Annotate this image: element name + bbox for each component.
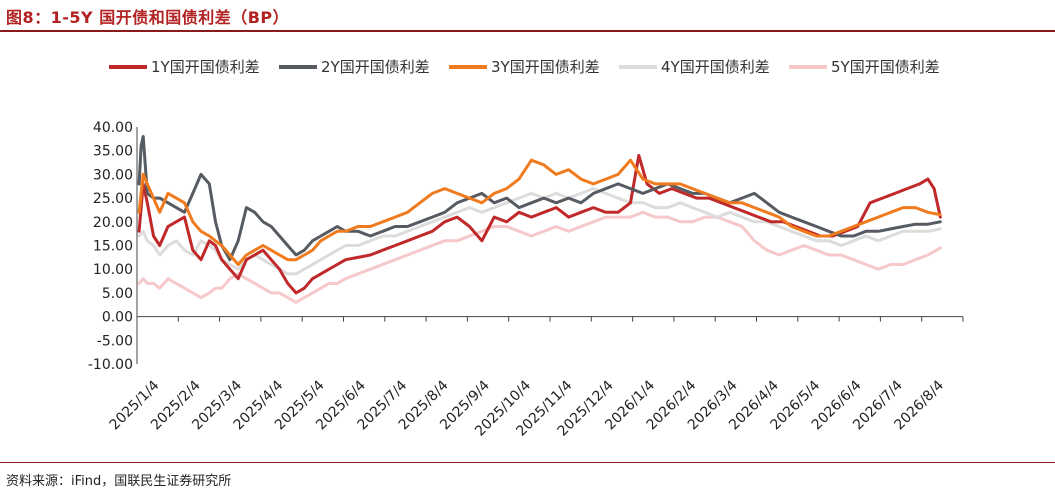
legend-item-1y: 1Y国开国债利差 xyxy=(109,58,260,76)
y-tick-label: 0.00 xyxy=(102,310,133,326)
y-tick-label: 10.00 xyxy=(93,262,133,278)
y-tick-label: 20.00 xyxy=(93,215,133,231)
source-note: 资料来源：iFind，国联民生证券研究所 xyxy=(6,474,232,489)
x-axis: 2025/1/42025/2/42025/3/42025/4/42025/5/4… xyxy=(107,316,964,440)
series-line-3y xyxy=(137,158,942,266)
legend-label: 2Y国开国债利差 xyxy=(321,58,430,76)
y-tick-label: 40.00 xyxy=(93,120,133,136)
footer-rule xyxy=(0,462,1055,463)
legend-label: 3Y国开国债利差 xyxy=(491,58,600,76)
series-line-1y xyxy=(137,153,942,295)
legend-item-3y: 3Y国开国债利差 xyxy=(449,58,600,76)
y-tick-label: 30.00 xyxy=(93,167,133,183)
legend-label: 4Y国开国债利差 xyxy=(661,58,770,76)
title-rule xyxy=(0,30,1055,32)
y-tick-label: -10.00 xyxy=(88,357,133,373)
y-tick-label: 5.00 xyxy=(102,286,133,302)
y-tick-label: 35.00 xyxy=(93,144,133,160)
legend-item-5y: 5Y国开国债利差 xyxy=(789,58,940,76)
chart-title: 图8：1-5Y 国开债和国债利差（BP） xyxy=(6,8,290,27)
y-tick-label: -5.00 xyxy=(97,333,133,349)
y-tick-label: 25.00 xyxy=(93,191,133,207)
legend-label: 1Y国开国债利差 xyxy=(151,58,260,76)
legend-item-4y: 4Y国开国债利差 xyxy=(619,58,770,76)
legend: 1Y国开国债利差 2Y国开国债利差 3Y国开国债利差 4Y国开国债利差 5Y国开国债利差 xyxy=(109,58,940,76)
series-line-4y xyxy=(137,187,942,276)
legend-label: 5Y国开国债利差 xyxy=(831,58,940,76)
y-axis: 40.00 35.00 30.00 25.00 20.00 15.00 10.00 5.00 0… xyxy=(88,120,138,373)
legend-item-2y: 2Y国开国债利差 xyxy=(279,58,430,76)
plot-area xyxy=(137,135,942,304)
y-tick-label: 15.00 xyxy=(93,239,133,255)
